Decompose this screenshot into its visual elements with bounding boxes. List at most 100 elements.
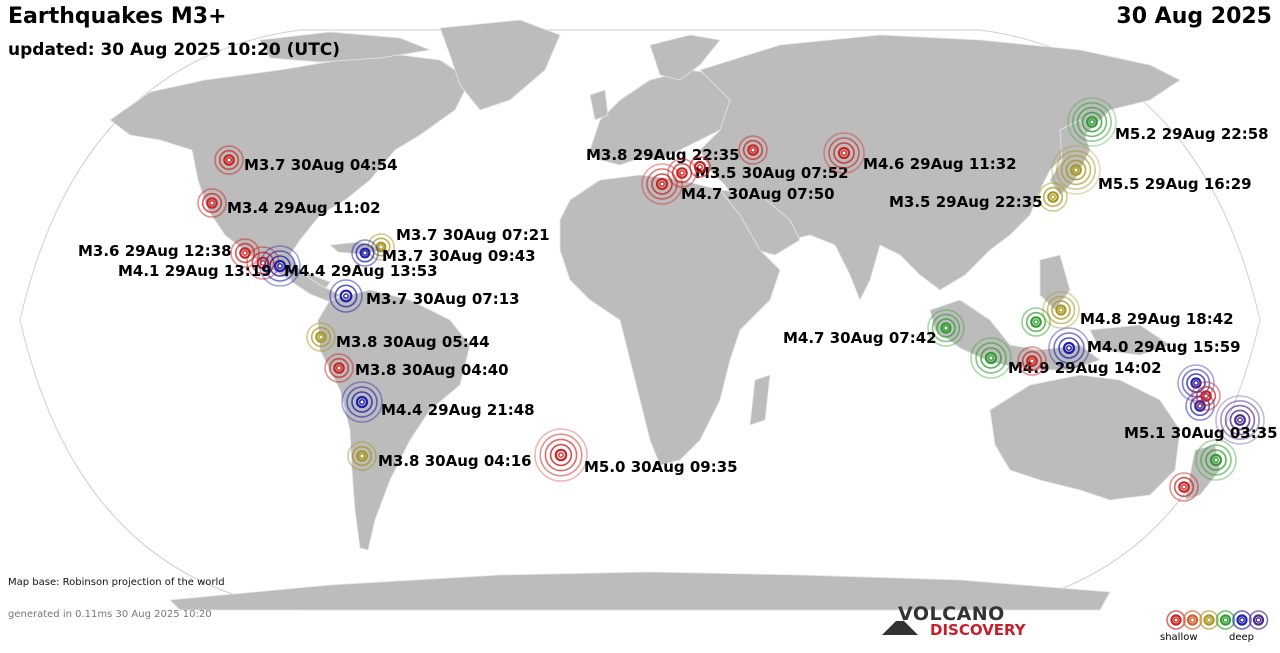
earthquake-marker[interactable] [641,163,683,205]
quake-ring [264,250,296,282]
earthquake-label[interactable]: M3.4 29Aug 11:02 [227,199,381,217]
quake-ring [1215,610,1236,630]
earthquake-label[interactable]: M3.6 29Aug 12:38 [78,242,232,260]
earthquake-marker[interactable] [329,279,363,313]
quake-ring [367,233,395,261]
earthquake-label[interactable]: M3.7 30Aug 07:13 [366,290,520,308]
earthquake-marker[interactable] [306,322,336,352]
earthquake-marker[interactable] [689,156,711,178]
quake-ring [1224,404,1256,436]
earthquake-label[interactable]: M3.8 30Aug 04:40 [355,361,509,379]
greenland [439,19,561,111]
quake-ring [256,256,270,270]
quake-ring [1042,186,1064,208]
earthquake-marker[interactable] [970,337,1012,379]
earthquake-label[interactable]: M4.1 29Aug 13:19 [118,262,272,280]
earthquake-label[interactable]: M4.8 29Aug 18:42 [1080,310,1234,328]
earthquake-label[interactable]: M4.7 30Aug 07:50 [681,185,835,203]
earthquake-marker[interactable] [1021,307,1051,337]
earthquake-marker[interactable] [214,145,244,175]
quake-ring [975,342,1007,374]
quake-ring [1017,346,1047,376]
quake-ring [667,158,697,188]
quake-ring [970,337,1012,379]
quake-ring [351,391,373,413]
earthquake-label[interactable]: M3.7 30Aug 07:21 [396,226,550,244]
earthquake-marker[interactable] [351,239,379,267]
earthquake-label[interactable]: M4.6 29Aug 11:32 [863,155,1017,173]
earthquake-label[interactable]: M5.5 29Aug 16:29 [1098,175,1252,193]
earthquake-label[interactable]: M4.4 29Aug 13:53 [284,262,438,280]
quake-ring [339,289,353,303]
earthquake-label[interactable]: M5.0 30Aug 09:35 [584,458,738,476]
quake-ring [655,177,669,191]
quake-ring [1062,341,1076,355]
earthquake-marker[interactable] [1195,439,1237,481]
earthquake-marker[interactable] [823,132,865,174]
quake-ring [931,313,961,343]
earthquake-marker[interactable] [1051,145,1101,195]
quake-ring [1025,311,1047,333]
legend-ring-mid_deep [1215,610,1236,630]
quake-epicenter [1058,307,1064,313]
earthquake-marker[interactable] [1017,346,1047,376]
quake-ring [1053,332,1085,364]
earthquake-marker[interactable] [738,135,768,165]
earthquake-marker[interactable] [1215,395,1265,445]
earthquake-marker[interactable] [1048,327,1090,369]
quake-epicenter [336,365,342,371]
quake-epicenter [558,452,564,458]
volcano-discovery-logo[interactable]: VOLCANO DISCOVERY [880,603,1040,643]
earthquake-marker[interactable] [534,428,588,482]
earthquake-label[interactable]: M3.7 30Aug 04:54 [244,156,398,174]
quake-ring [676,167,688,179]
quake-ring [828,137,860,169]
earthquake-marker[interactable] [927,309,965,347]
quake-epicenter [359,453,365,459]
quake-ring [651,173,673,195]
logo-discovery-text: DISCOVERY [930,621,1026,639]
earthquake-label[interactable]: M5.1 30Aug 03:35 [1124,424,1278,442]
quake-ring [742,139,764,161]
earthquake-marker[interactable] [1191,381,1221,411]
quake-ring [1047,191,1059,203]
earthquake-label[interactable]: M3.8 30Aug 05:44 [336,333,490,351]
quake-ring [1195,439,1237,481]
quake-ring [315,331,327,343]
earthquake-marker[interactable] [246,246,280,280]
earthquake-label[interactable]: M4.0 29Aug 15:59 [1087,338,1241,356]
quake-ring [355,395,369,409]
earthquake-label[interactable]: M3.5 29Aug 22:35 [889,193,1043,211]
earthquake-label[interactable]: M5.2 29Aug 22:58 [1115,125,1269,143]
earthquake-marker[interactable] [1067,97,1117,147]
earthquake-label[interactable]: M3.5 30Aug 07:52 [695,164,849,182]
earthquake-label[interactable]: M3.8 29Aug 22:35 [586,146,740,164]
earthquake-marker[interactable] [347,441,377,471]
quake-ring [1067,97,1117,147]
earthquake-label[interactable]: M4.4 29Aug 21:48 [381,401,535,419]
generated-note: generated in 0.11ms 30 Aug 2025 10:20 [8,609,212,620]
quake-ring [646,168,678,200]
quake-ring [1195,385,1217,407]
legend-ring-very_deep [1248,610,1269,630]
earthquake-label[interactable]: M4.7 30Aug 07:42 [783,329,937,347]
quake-ring [1065,159,1087,181]
earthquake-marker[interactable] [197,188,227,218]
quake-ring [693,160,707,174]
earthquake-marker[interactable] [1038,182,1068,212]
quake-ring [346,386,378,418]
earthquake-label[interactable]: M3.8 30Aug 04:16 [378,452,532,470]
quake-ring [1234,414,1246,426]
south-america [317,289,471,551]
earthquake-label[interactable]: M3.7 30Aug 09:43 [382,247,536,265]
earthquake-marker[interactable] [324,353,354,383]
quake-epicenter [362,250,368,256]
quake-ring [1030,316,1042,328]
page-title: Earthquakes M3+ [8,4,227,29]
legend-ring-deep [1232,610,1252,630]
earthquake-marker[interactable] [341,381,383,423]
earthquake-marker[interactable] [259,245,301,287]
earthquake-marker[interactable] [1169,472,1199,502]
quake-ring [1055,304,1067,316]
quake-ring [1209,453,1223,467]
